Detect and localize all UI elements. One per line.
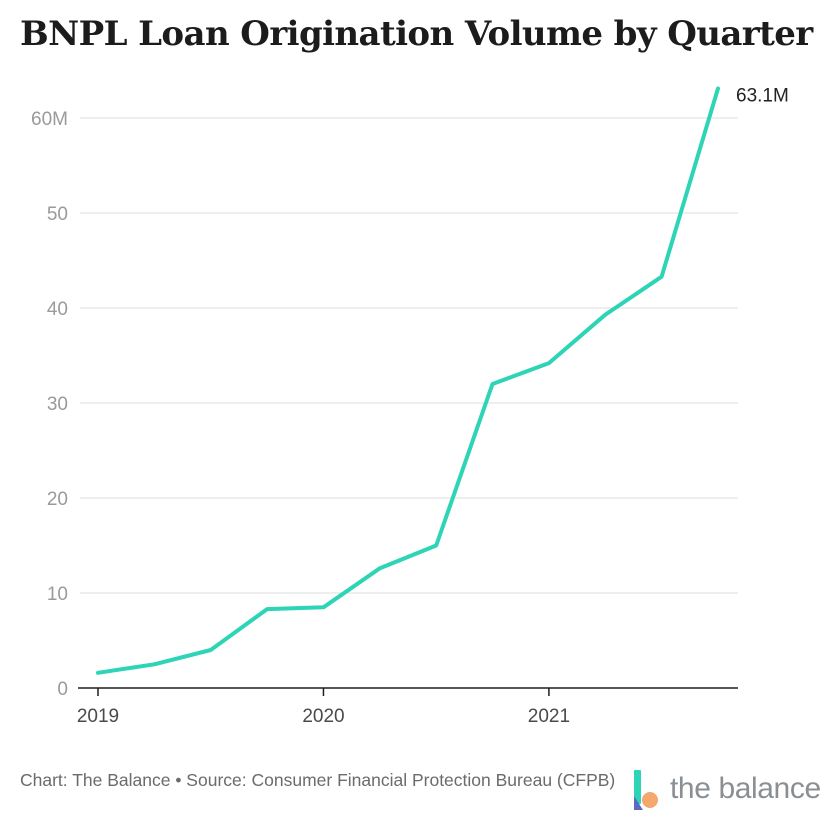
- line-chart: 0 10 20 30 40 50 60M 2019 2020 2021 63.1M: [31, 86, 789, 727]
- logo-mark-icon: [634, 770, 658, 810]
- y-tick-label: 0: [57, 679, 68, 700]
- y-tick-label: 10: [47, 584, 68, 605]
- y-tick-label: 20: [47, 489, 68, 510]
- chart-title: BNPL Loan Origination Volume by Quarter: [20, 14, 813, 54]
- end-value-label: 63.1M: [736, 86, 789, 107]
- series-line: [96, 86, 720, 675]
- logo-text: the balance: [670, 772, 821, 805]
- source-footer: Chart: The Balance • Source: Consumer Fi…: [20, 770, 616, 790]
- y-axis-ticks: 0 10 20 30 40 50 60M: [31, 109, 68, 700]
- y-tick-label: 40: [47, 299, 68, 320]
- x-axis-ticks: 2019 2020 2021: [77, 688, 570, 727]
- y-tick-label: 60M: [31, 109, 68, 130]
- brand-logo: the balance: [634, 770, 834, 814]
- x-tick-label: 2019: [77, 706, 119, 727]
- y-tick-label: 50: [47, 204, 68, 225]
- x-tick-label: 2020: [302, 706, 344, 727]
- y-tick-label: 30: [47, 394, 68, 415]
- gridlines: [80, 117, 738, 594]
- x-tick-label: 2021: [528, 706, 570, 727]
